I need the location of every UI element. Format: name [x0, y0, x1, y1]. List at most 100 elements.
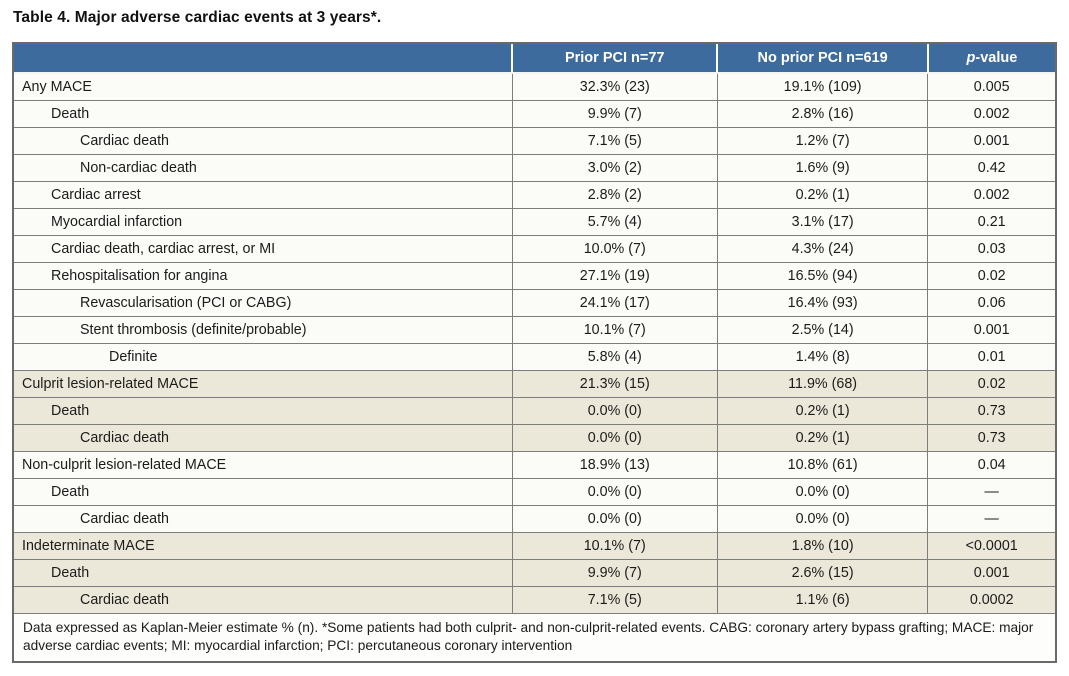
table-title: Table 4. Major adverse cardiac events at… — [13, 9, 382, 26]
row-label: Death — [14, 396, 513, 425]
prior-pci-value: 21.3% (15) — [511, 369, 718, 398]
table-row: Indeterminate MACE 10.1% (7) 1.8% (10) <… — [14, 531, 1055, 560]
prior-pci-value: 32.3% (23) — [511, 73, 718, 101]
p-value: 0.002 — [927, 99, 1055, 128]
prior-pci-value: 18.9% (13) — [511, 450, 718, 479]
prior-pci-value: 10.1% (7) — [511, 531, 718, 560]
header-cell-no-prior-pci: No prior PCI n=619 — [716, 44, 928, 74]
p-value: 0.73 — [927, 423, 1055, 452]
p-value: 0.06 — [927, 288, 1055, 317]
table-row: Revascularisation (PCI or CABG) 24.1% (1… — [14, 288, 1055, 317]
no-prior-pci-value: 0.2% (1) — [716, 180, 929, 209]
no-prior-pci-value: 16.5% (94) — [716, 261, 929, 290]
row-label: Revascularisation (PCI or CABG) — [14, 288, 513, 317]
p-value: 0.001 — [927, 315, 1055, 344]
header-cell-prior-pci: Prior PCI n=77 — [511, 44, 718, 74]
no-prior-pci-value: 1.2% (7) — [716, 126, 929, 155]
mace-table-container: Prior PCI n=77 No prior PCI n=619 p-valu… — [12, 42, 1057, 664]
row-label: Death — [14, 99, 513, 128]
table-row: Myocardial infarction 5.7% (4) 3.1% (17)… — [14, 207, 1055, 236]
p-value: 0.73 — [927, 396, 1055, 425]
prior-pci-value: 0.0% (0) — [511, 423, 718, 452]
prior-pci-value: 27.1% (19) — [511, 261, 718, 290]
no-prior-pci-value: 1.6% (9) — [716, 153, 929, 182]
row-label: Stent thrombosis (definite/probable) — [14, 315, 513, 344]
prior-pci-value: 5.7% (4) — [511, 207, 718, 236]
p-value: 0.0002 — [927, 585, 1055, 614]
table-row: Cardiac death 7.1% (5) 1.1% (6) 0.0002 — [14, 585, 1055, 614]
p-value: — — [927, 477, 1055, 506]
prior-pci-value: 7.1% (5) — [511, 585, 718, 614]
row-label: Indeterminate MACE — [14, 531, 513, 560]
p-value: 0.01 — [927, 342, 1055, 371]
p-value: 0.21 — [927, 207, 1055, 236]
row-label: Culprit lesion-related MACE — [14, 369, 513, 398]
table-footer: Data expressed as Kaplan-Meier estimate … — [14, 612, 1055, 662]
prior-pci-value: 3.0% (2) — [511, 153, 718, 182]
prior-pci-value: 2.8% (2) — [511, 180, 718, 209]
no-prior-pci-value: 10.8% (61) — [716, 450, 929, 479]
p-value: 0.02 — [927, 369, 1055, 398]
p-value: 0.001 — [927, 558, 1055, 587]
p-italic: p — [966, 50, 976, 66]
table-row: Death 9.9% (7) 2.6% (15) 0.001 — [14, 558, 1055, 587]
table-body: Any MACE 32.3% (23) 19.1% (109) 0.005 De… — [14, 73, 1055, 614]
row-label: Cardiac death, cardiac arrest, or MI — [14, 234, 513, 263]
row-label: Non-cardiac death — [14, 153, 513, 182]
p-rest: -value — [975, 50, 1018, 66]
row-label: Any MACE — [14, 73, 513, 101]
table-row: Cardiac death 0.0% (0) 0.2% (1) 0.73 — [14, 423, 1055, 452]
p-value: 0.03 — [927, 234, 1055, 263]
no-prior-pci-value: 0.0% (0) — [716, 504, 929, 533]
p-value: 0.005 — [927, 73, 1055, 101]
prior-pci-value: 0.0% (0) — [511, 396, 718, 425]
no-prior-pci-value: 1.4% (8) — [716, 342, 929, 371]
prior-pci-value: 0.0% (0) — [511, 504, 718, 533]
table-row: Death 9.9% (7) 2.8% (16) 0.002 — [14, 99, 1055, 128]
table-row: Culprit lesion-related MACE 21.3% (15) 1… — [14, 369, 1055, 398]
table-row: Cardiac death 0.0% (0) 0.0% (0) — — [14, 504, 1055, 533]
table-row: Stent thrombosis (definite/probable) 10.… — [14, 315, 1055, 344]
table-row: Cardiac arrest 2.8% (2) 0.2% (1) 0.002 — [14, 180, 1055, 209]
header-row: Prior PCI n=77 No prior PCI n=619 p-valu… — [14, 44, 1055, 74]
no-prior-pci-value: 16.4% (93) — [716, 288, 929, 317]
prior-pci-value: 9.9% (7) — [511, 558, 718, 587]
table-row: Death 0.0% (0) 0.2% (1) 0.73 — [14, 396, 1055, 425]
p-value: 0.002 — [927, 180, 1055, 209]
p-value: 0.001 — [927, 126, 1055, 155]
prior-pci-value: 0.0% (0) — [511, 477, 718, 506]
p-value: 0.42 — [927, 153, 1055, 182]
no-prior-pci-value: 2.6% (15) — [716, 558, 929, 587]
p-value: 0.02 — [927, 261, 1055, 290]
p-value: — — [927, 504, 1055, 533]
p-value: 0.04 — [927, 450, 1055, 479]
prior-pci-value: 7.1% (5) — [511, 126, 718, 155]
no-prior-pci-value: 0.2% (1) — [716, 423, 929, 452]
no-prior-pci-value: 0.2% (1) — [716, 396, 929, 425]
no-prior-pci-value: 1.8% (10) — [716, 531, 929, 560]
no-prior-pci-value: 4.3% (24) — [716, 234, 929, 263]
table-row: Cardiac death 7.1% (5) 1.2% (7) 0.001 — [14, 126, 1055, 155]
row-label: Cardiac death — [14, 504, 513, 533]
row-label: Death — [14, 477, 513, 506]
table-row: Non-cardiac death 3.0% (2) 1.6% (9) 0.42 — [14, 153, 1055, 182]
row-label: Non-culprit lesion-related MACE — [14, 450, 513, 479]
row-label: Definite — [14, 342, 513, 371]
table-row: Cardiac death, cardiac arrest, or MI 10.… — [14, 234, 1055, 263]
table-row: Rehospitalisation for angina 27.1% (19) … — [14, 261, 1055, 290]
row-label: Myocardial infarction — [14, 207, 513, 236]
mace-table: Prior PCI n=77 No prior PCI n=619 p-valu… — [14, 44, 1055, 662]
table-header: Prior PCI n=77 No prior PCI n=619 p-valu… — [14, 44, 1055, 74]
no-prior-pci-value: 1.1% (6) — [716, 585, 929, 614]
prior-pci-value: 5.8% (4) — [511, 342, 718, 371]
no-prior-pci-value: 19.1% (109) — [716, 73, 929, 101]
row-label: Rehospitalisation for angina — [14, 261, 513, 290]
p-value: <0.0001 — [927, 531, 1055, 560]
header-cell-p-value: p-value — [926, 44, 1055, 74]
row-label: Cardiac death — [14, 423, 513, 452]
prior-pci-value: 9.9% (7) — [511, 99, 718, 128]
no-prior-pci-value: 11.9% (68) — [716, 369, 929, 398]
table-row: Any MACE 32.3% (23) 19.1% (109) 0.005 — [14, 73, 1055, 101]
no-prior-pci-value: 2.5% (14) — [716, 315, 929, 344]
